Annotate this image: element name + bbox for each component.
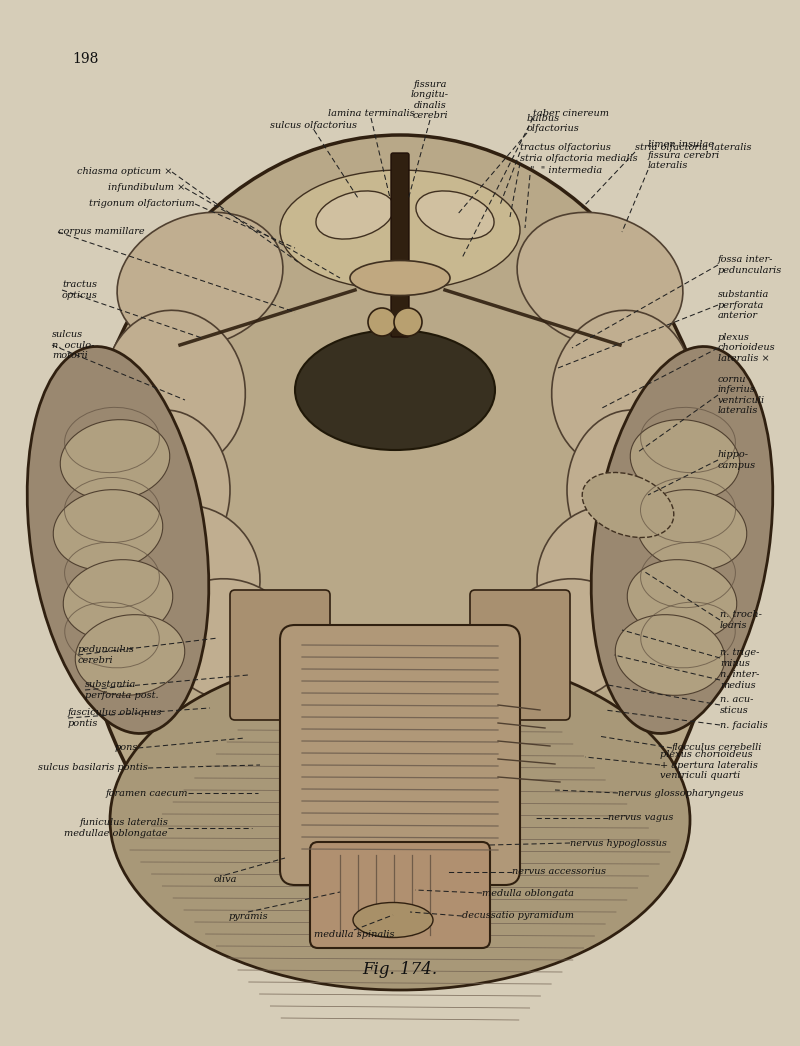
Ellipse shape	[350, 260, 450, 296]
Circle shape	[368, 308, 396, 336]
Ellipse shape	[353, 903, 433, 937]
Ellipse shape	[537, 505, 687, 655]
Text: stria olfactoria medialis: stria olfactoria medialis	[520, 154, 638, 163]
Text: tractus
opticus: tractus opticus	[62, 280, 98, 300]
Ellipse shape	[496, 578, 634, 701]
Ellipse shape	[161, 578, 299, 701]
Ellipse shape	[105, 311, 246, 470]
Text: n. acu-
sticus: n. acu- sticus	[720, 696, 754, 714]
Ellipse shape	[63, 560, 173, 640]
Ellipse shape	[627, 560, 737, 640]
Text: foramen caecum: foramen caecum	[106, 789, 188, 797]
Ellipse shape	[638, 490, 746, 570]
FancyBboxPatch shape	[230, 590, 330, 720]
Text: n. troch-
learis: n. troch- learis	[720, 610, 762, 630]
Text: substantia
perforata
anterior: substantia perforata anterior	[718, 290, 770, 320]
Ellipse shape	[552, 311, 692, 470]
Ellipse shape	[517, 212, 683, 347]
Ellipse shape	[280, 170, 520, 290]
Text: nervus vagus: nervus vagus	[608, 814, 674, 822]
Text: infundibulum ×: infundibulum ×	[108, 183, 185, 192]
Text: fissura
longitu-
dinalis
cerebri: fissura longitu- dinalis cerebri	[411, 79, 449, 120]
Ellipse shape	[416, 191, 494, 240]
Text: tractus olfactorius: tractus olfactorius	[520, 143, 611, 152]
Text: fossa inter-
peduncularis: fossa inter- peduncularis	[718, 255, 782, 275]
Text: flocculus cerebelli: flocculus cerebelli	[672, 744, 762, 752]
Ellipse shape	[582, 473, 674, 538]
Text: pons: pons	[114, 744, 138, 752]
FancyBboxPatch shape	[280, 626, 520, 885]
Text: funiculus lateralis
medullae oblongatae: funiculus lateralis medullae oblongatae	[65, 818, 168, 838]
Text: nervus accessorius: nervus accessorius	[512, 867, 606, 877]
Text: substantia
perforata post.: substantia perforata post.	[85, 680, 158, 700]
Ellipse shape	[110, 650, 690, 990]
Text: hippo-
campus: hippo- campus	[718, 450, 756, 470]
FancyBboxPatch shape	[310, 842, 490, 948]
Text: lamina terminalis: lamina terminalis	[328, 109, 414, 118]
Text: Fig. 174.: Fig. 174.	[362, 961, 438, 978]
Text: medulla spinalis: medulla spinalis	[314, 930, 394, 939]
Ellipse shape	[100, 410, 230, 570]
Ellipse shape	[567, 410, 697, 570]
Text: nervus glossopharyngeus: nervus glossopharyngeus	[618, 789, 744, 797]
Text: bulbus
olfactorius: bulbus olfactorius	[527, 114, 580, 133]
Text: decussatio pyramidum: decussatio pyramidum	[462, 911, 574, 920]
FancyBboxPatch shape	[470, 590, 570, 720]
Text: medulla oblongata: medulla oblongata	[482, 888, 574, 897]
Text: oliva: oliva	[214, 876, 237, 884]
Ellipse shape	[630, 419, 740, 500]
Text: fasciculus obliquus
pontis: fasciculus obliquus pontis	[68, 708, 162, 728]
Ellipse shape	[117, 212, 283, 347]
Text: n. trige-
minus: n. trige- minus	[720, 649, 759, 667]
Text: nervus hypoglossus: nervus hypoglossus	[570, 839, 667, 847]
Text: sulcus olfactorius: sulcus olfactorius	[270, 121, 358, 130]
Circle shape	[394, 308, 422, 336]
Ellipse shape	[54, 490, 162, 570]
Ellipse shape	[75, 615, 185, 696]
Ellipse shape	[60, 419, 170, 500]
Text: pyramis: pyramis	[228, 912, 268, 920]
Text: taber cinereum: taber cinereum	[533, 109, 609, 118]
Ellipse shape	[316, 191, 394, 240]
Ellipse shape	[110, 505, 260, 655]
Ellipse shape	[295, 329, 495, 450]
Text: limen insulae
fissura cerebri
lateralis: limen insulae fissura cerebri lateralis	[648, 140, 720, 170]
Text: corpus mamillare: corpus mamillare	[58, 227, 145, 236]
Text: stria olfactoria lateralis: stria olfactoria lateralis	[635, 143, 751, 152]
Text: 198: 198	[72, 52, 98, 66]
Text: n. inter-
medius: n. inter- medius	[720, 670, 759, 689]
Ellipse shape	[27, 346, 209, 733]
Text: cornu
inferius
ventriculi
lateralis: cornu inferius ventriculi lateralis	[718, 374, 765, 415]
FancyBboxPatch shape	[391, 153, 409, 337]
Text: n. facialis: n. facialis	[720, 721, 768, 729]
Text: trigonum olfactorium: trigonum olfactorium	[90, 200, 195, 208]
Text: plexus
chorioideus
lateralis ×: plexus chorioideus lateralis ×	[718, 333, 776, 363]
Text: chiasma opticum ×: chiasma opticum ×	[77, 167, 172, 177]
Text: plexus chorioideus
+ apertura lateralis
ventriculi quarti: plexus chorioideus + apertura lateralis …	[660, 750, 758, 780]
Text: sulcus
n. oculo-
motorii: sulcus n. oculo- motorii	[52, 331, 94, 360]
Ellipse shape	[615, 615, 725, 696]
Text: "  " intermedia: " " intermedia	[530, 166, 602, 175]
Ellipse shape	[591, 346, 773, 733]
Text: sulcus basilaris pontis: sulcus basilaris pontis	[38, 764, 148, 773]
Ellipse shape	[75, 135, 725, 955]
Text: pedunculus
cerebri: pedunculus cerebri	[78, 645, 135, 664]
